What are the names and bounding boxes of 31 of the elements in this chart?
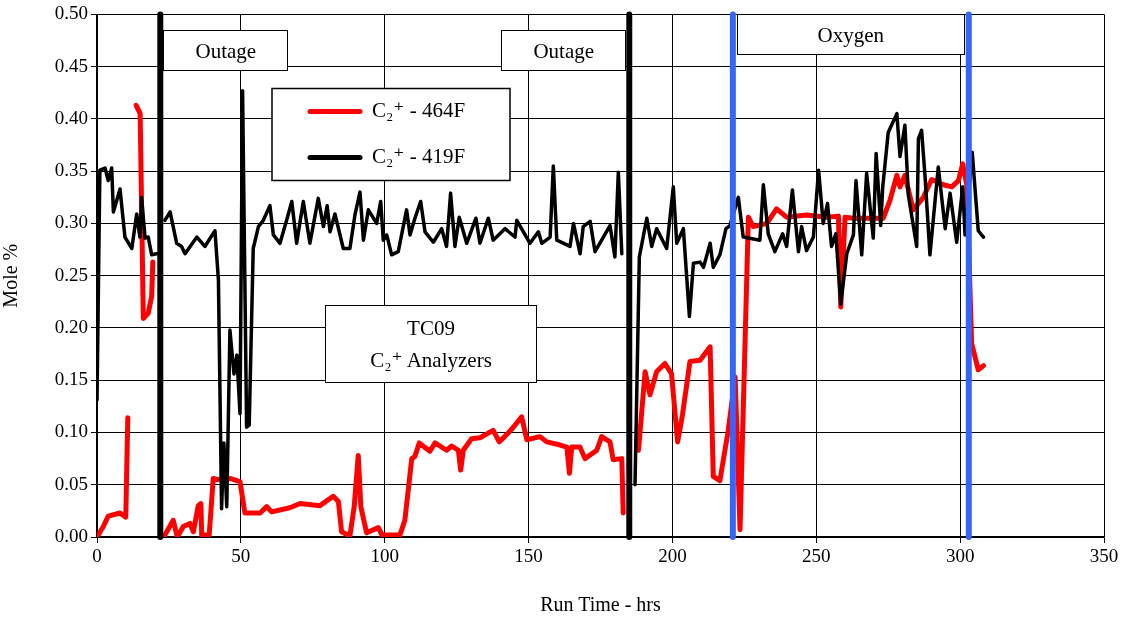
y-tick-label: 0.05 xyxy=(54,472,88,494)
legend-label: C₂⁺ - 419F xyxy=(372,143,466,168)
x-tick-label: 250 xyxy=(802,545,831,567)
text-box: Outage xyxy=(163,30,289,72)
y-tick-label: 0.50 xyxy=(54,2,88,24)
y-tick-label: 0.20 xyxy=(54,315,88,337)
x-axis-title: Run Time - hrs xyxy=(540,593,662,616)
y-tick-label: 0.30 xyxy=(54,211,88,233)
x-tick-label: 350 xyxy=(1089,545,1119,567)
y-tick-label: 0.15 xyxy=(54,368,88,390)
y-tick-label: 0.35 xyxy=(54,159,88,181)
text-box: Outage xyxy=(501,30,627,72)
y-axis-title: Mole % xyxy=(0,243,22,308)
x-tick-label: 150 xyxy=(514,545,543,567)
y-tick-label: 0.10 xyxy=(54,420,88,442)
x-tick-label: 50 xyxy=(231,545,251,567)
annotation: TC09 C₂⁺ Analyzers xyxy=(370,315,492,375)
x-tick-label: 0 xyxy=(92,545,102,567)
x-tick-label: 100 xyxy=(370,545,399,567)
y-tick-label: 0.25 xyxy=(54,263,88,285)
ref-line-label: Outage xyxy=(533,37,595,65)
ref-line-label: Outage xyxy=(195,37,257,65)
x-tick-label: 300 xyxy=(945,545,975,567)
x-tick-label: 200 xyxy=(658,545,687,567)
text-box: TC09 C₂⁺ Analyzers xyxy=(325,305,537,384)
text-box: Oxygen xyxy=(736,14,965,56)
y-tick-label: 0.00 xyxy=(54,524,88,546)
legend-label: C₂⁺ - 464F xyxy=(372,97,466,122)
y-tick-label: 0.45 xyxy=(54,54,88,76)
y-tick-label: 0.40 xyxy=(54,106,88,128)
annotation: Oxygen xyxy=(817,21,885,49)
